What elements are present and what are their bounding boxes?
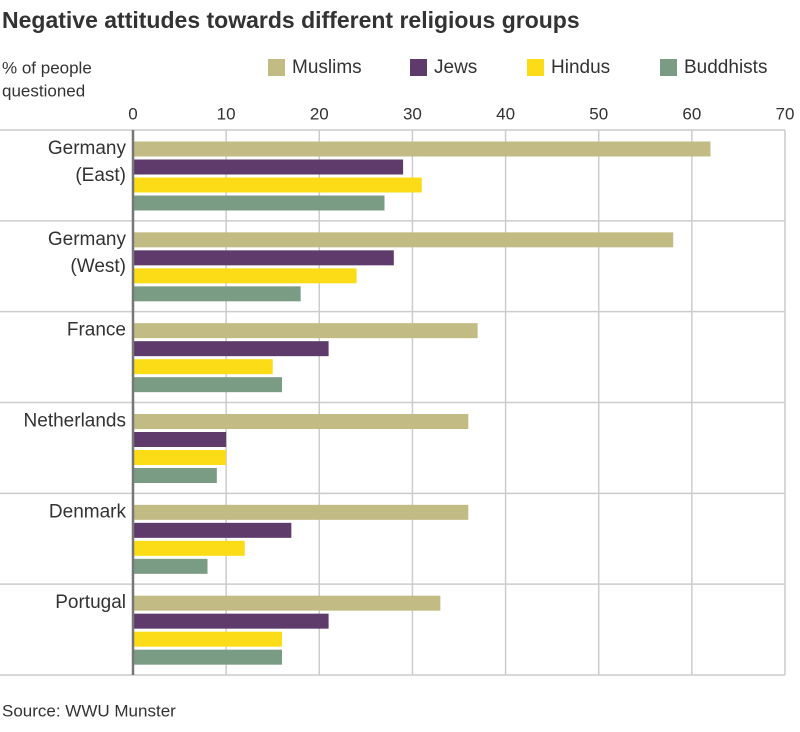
y-tick-label: Netherlands [24,411,126,432]
x-tick-label: 50 [589,104,608,123]
bar [133,432,227,447]
legend-label: Hindus [551,57,610,78]
legend-label: Jews [434,57,477,78]
chart-title: Negative attitudes towards different rel… [2,7,580,33]
x-tick-label: 70 [776,104,795,123]
y-tick-label: Germany [48,138,127,159]
y-tick-label: (West) [70,256,126,277]
bar [133,286,301,302]
x-tick-label: 30 [403,104,422,123]
bar [133,558,208,574]
legend-label: Muslims [292,57,362,78]
legend-swatch [527,59,544,76]
x-tick-label: 10 [217,104,236,123]
y-tick-label: Denmark [49,501,127,522]
bar [133,631,283,647]
legend-swatch [268,59,285,76]
axis-label: questioned [2,81,85,100]
bar [133,141,711,157]
bar [133,195,385,211]
bar [133,341,329,357]
source: Source: WWU Munster [2,701,176,720]
x-tick-label: 0 [128,104,137,123]
bar [133,613,329,629]
bar [133,377,283,393]
legend-swatch [410,59,427,76]
bar [133,595,441,611]
bar [133,359,273,375]
y-tick-label: France [67,320,126,341]
bar [133,232,674,248]
bar [133,468,217,483]
bar [133,323,478,339]
bar [133,450,227,465]
bar [133,540,245,556]
bar [133,414,469,429]
axis-label: % of people [2,58,92,77]
bar [133,649,283,665]
legend-swatch [660,59,677,76]
x-tick-label: 20 [310,104,329,123]
y-tick-label: Portugal [55,592,126,613]
y-tick-label: (East) [75,165,126,186]
legend-label: Buddhists [684,57,767,78]
bar [133,250,394,266]
bar [133,159,404,175]
x-tick-label: 60 [682,104,701,123]
bar [133,268,357,284]
bar [133,177,422,193]
x-tick-label: 40 [496,104,515,123]
bar [133,522,292,538]
bar [133,504,469,520]
y-tick-label: Germany [48,229,127,250]
